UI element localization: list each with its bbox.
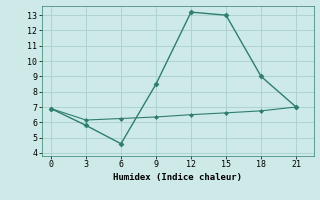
X-axis label: Humidex (Indice chaleur): Humidex (Indice chaleur) [113,173,242,182]
